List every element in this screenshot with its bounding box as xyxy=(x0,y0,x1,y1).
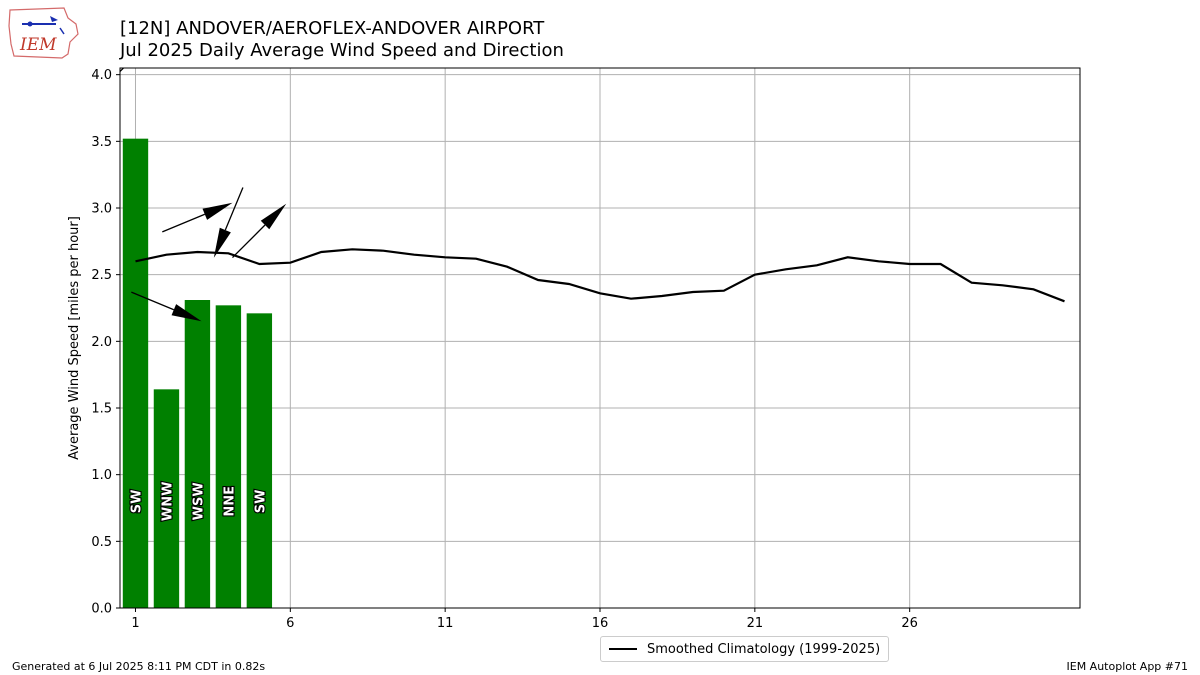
y-tick-label-7: 3.5 xyxy=(91,135,112,150)
bar-day-4 xyxy=(215,305,242,608)
chart-subtitle: Jul 2025 Daily Average Wind Speed and Di… xyxy=(120,40,564,61)
ticks-layer: 1 6 11 16 21 260.00.51.01.52.02.53.03.54.0 xyxy=(91,68,918,631)
y-tick-label-5: 2.5 xyxy=(91,268,112,283)
legend-label-climatology: Smoothed Climatology (1999-2025) xyxy=(647,641,881,657)
y-tick-label-2: 1.0 xyxy=(91,468,112,483)
y-tick-label-8: 4.0 xyxy=(91,68,112,83)
bar-day-1 xyxy=(122,138,149,608)
y-tick-label-6: 3.0 xyxy=(91,202,112,217)
footer-app: IEM Autoplot App #71 xyxy=(1066,660,1189,673)
wind-arrow-day-2 xyxy=(131,291,202,322)
footer-generated: Generated at 6 Jul 2025 8:11 PM CDT in 0… xyxy=(12,660,266,673)
y-tick-label-3: 1.5 xyxy=(91,402,112,417)
bar-direction-label-4: NNE xyxy=(222,486,237,517)
climatology-line-layer xyxy=(135,248,1065,303)
chart-title: [12N] ANDOVER/AEROFLEX-ANDOVER AIRPORT xyxy=(120,18,545,39)
bar-day-5 xyxy=(246,313,273,608)
bar-day-3 xyxy=(184,300,211,608)
y-axis-label: Average Wind Speed [miles per hour] xyxy=(67,216,82,460)
x-tick-label-3: 16 xyxy=(592,616,609,631)
bar-direction-label-1: SW xyxy=(129,489,144,513)
bar-day-2 xyxy=(153,389,180,608)
legend-swatch-climatology xyxy=(609,648,637,650)
logo-text: IEM xyxy=(19,35,57,55)
wind-arrow-day-4 xyxy=(213,187,244,258)
y-tick-label-0: 0.0 xyxy=(91,602,112,617)
legend: Smoothed Climatology (1999-2025) xyxy=(600,636,890,662)
x-tick-label-1: 6 xyxy=(286,616,294,631)
bar-direction-label-5: SW xyxy=(253,489,268,513)
x-tick-label-5: 26 xyxy=(901,616,918,631)
wind-arrow-day-5 xyxy=(232,203,287,258)
wind-arrows-layer xyxy=(120,68,287,322)
x-tick-label-2: 11 xyxy=(437,616,454,631)
y-tick-label-1: 0.5 xyxy=(91,535,112,550)
bars-layer: SW WNW WSW NNE SW xyxy=(122,138,273,608)
climatology-line xyxy=(135,248,1065,303)
y-tick-label-4: 2.0 xyxy=(91,335,112,350)
wind-arrow-day-3 xyxy=(162,202,233,233)
bar-direction-label-2: WNW xyxy=(160,482,175,522)
bar-direction-label-3: WSW xyxy=(191,482,206,520)
iem-logo: IEM xyxy=(8,7,79,59)
x-tick-label-0: 1 xyxy=(131,616,139,631)
x-tick-label-4: 21 xyxy=(747,616,764,631)
